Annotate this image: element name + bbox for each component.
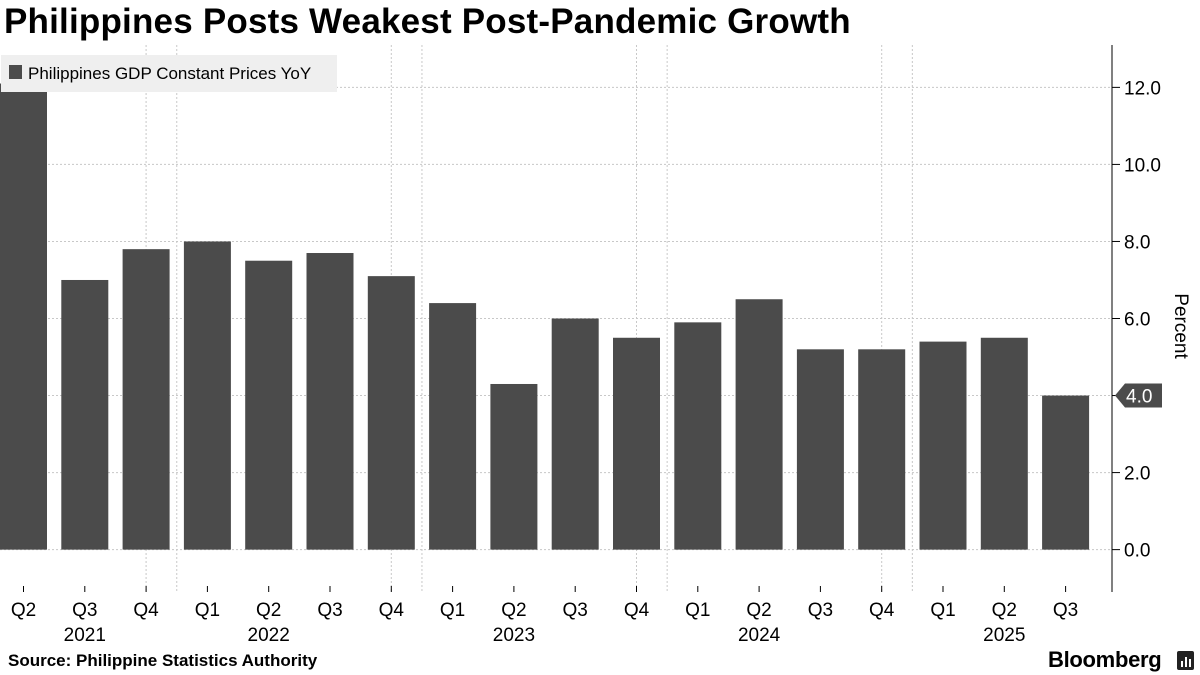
legend: Philippines GDP Constant Prices YoY bbox=[1, 55, 337, 92]
y-tick-label: 8.0 bbox=[1124, 232, 1150, 253]
y-axis-label: Percent bbox=[1170, 293, 1191, 359]
y-axis: 0.0 2.0 6.0 8.0 10.0 12.0 4.0 bbox=[1111, 45, 1162, 592]
x-year-label: 2023 bbox=[493, 625, 535, 646]
x-year-label: 2022 bbox=[248, 625, 290, 646]
bar bbox=[919, 341, 967, 550]
bar bbox=[61, 279, 109, 550]
bloomberg-logo: Bloomberg bbox=[1048, 647, 1162, 672]
y-tick-label: 10.0 bbox=[1124, 155, 1161, 176]
x-tick-label: Q2 bbox=[501, 600, 526, 621]
bar bbox=[980, 337, 1028, 550]
x-tick-label: Q3 bbox=[72, 600, 97, 621]
bar bbox=[551, 318, 599, 550]
x-tick-label: Q4 bbox=[379, 600, 405, 621]
bar bbox=[490, 383, 538, 550]
x-tick-label: Q2 bbox=[256, 600, 281, 621]
legend-box bbox=[1, 55, 337, 92]
chart-title: Philippines Posts Weakest Post-Pandemic … bbox=[4, 2, 851, 41]
legend-swatch bbox=[9, 65, 22, 79]
bar bbox=[613, 337, 660, 550]
x-tick-label: Q2 bbox=[11, 600, 36, 621]
bar bbox=[367, 276, 415, 550]
bar bbox=[858, 349, 906, 550]
source-note: Source: Philippine Statistics Authority bbox=[8, 651, 318, 670]
x-tick-label: Q1 bbox=[440, 600, 465, 621]
bloomberg-terminal-icon bbox=[1177, 651, 1194, 670]
x-tick-label: Q3 bbox=[317, 600, 342, 621]
x-tick-label: Q3 bbox=[1053, 600, 1078, 621]
y-tick-label: 2.0 bbox=[1124, 464, 1150, 485]
x-year-label: 2025 bbox=[983, 625, 1025, 646]
x-tick-label: Q4 bbox=[624, 600, 650, 621]
bar bbox=[1042, 395, 1090, 550]
bar bbox=[429, 303, 477, 550]
bar bbox=[674, 322, 722, 550]
bars bbox=[0, 83, 1090, 550]
bar bbox=[122, 249, 170, 550]
x-tick-label: Q2 bbox=[992, 600, 1017, 621]
bar bbox=[245, 260, 293, 550]
x-tick-label: Q1 bbox=[685, 600, 710, 621]
last-value-label: 4.0 bbox=[1126, 387, 1152, 408]
y-tick-label: 0.0 bbox=[1124, 541, 1150, 562]
last-value-marker bbox=[1115, 383, 1162, 408]
x-tick-label: Q2 bbox=[746, 600, 771, 621]
x-tick-label: Q4 bbox=[869, 600, 895, 621]
bar bbox=[183, 241, 231, 550]
legend-label: Philippines GDP Constant Prices YoY bbox=[28, 64, 311, 83]
bar bbox=[796, 349, 844, 550]
x-tick-label: Q3 bbox=[808, 600, 833, 621]
x-year-label: 2021 bbox=[64, 625, 106, 646]
x-axis-labels: Q2 Q3 Q4 Q1 Q2 Q3 Q4 Q1 Q2 Q3 Q4 Q1 Q2 Q3 Q4 Q1 Q2 Q3 2021… bbox=[11, 586, 1078, 646]
x-tick-label: Q3 bbox=[563, 600, 588, 621]
bar bbox=[0, 83, 47, 550]
bar bbox=[306, 253, 354, 550]
x-year-label: 2024 bbox=[738, 625, 781, 646]
y-tick-label: 12.0 bbox=[1124, 78, 1161, 99]
x-tick-label: Q4 bbox=[133, 600, 159, 621]
y-tick-label: 6.0 bbox=[1124, 310, 1150, 331]
x-tick-label: Q1 bbox=[930, 600, 955, 621]
bar bbox=[735, 299, 783, 550]
x-tick-label: Q1 bbox=[195, 600, 220, 621]
